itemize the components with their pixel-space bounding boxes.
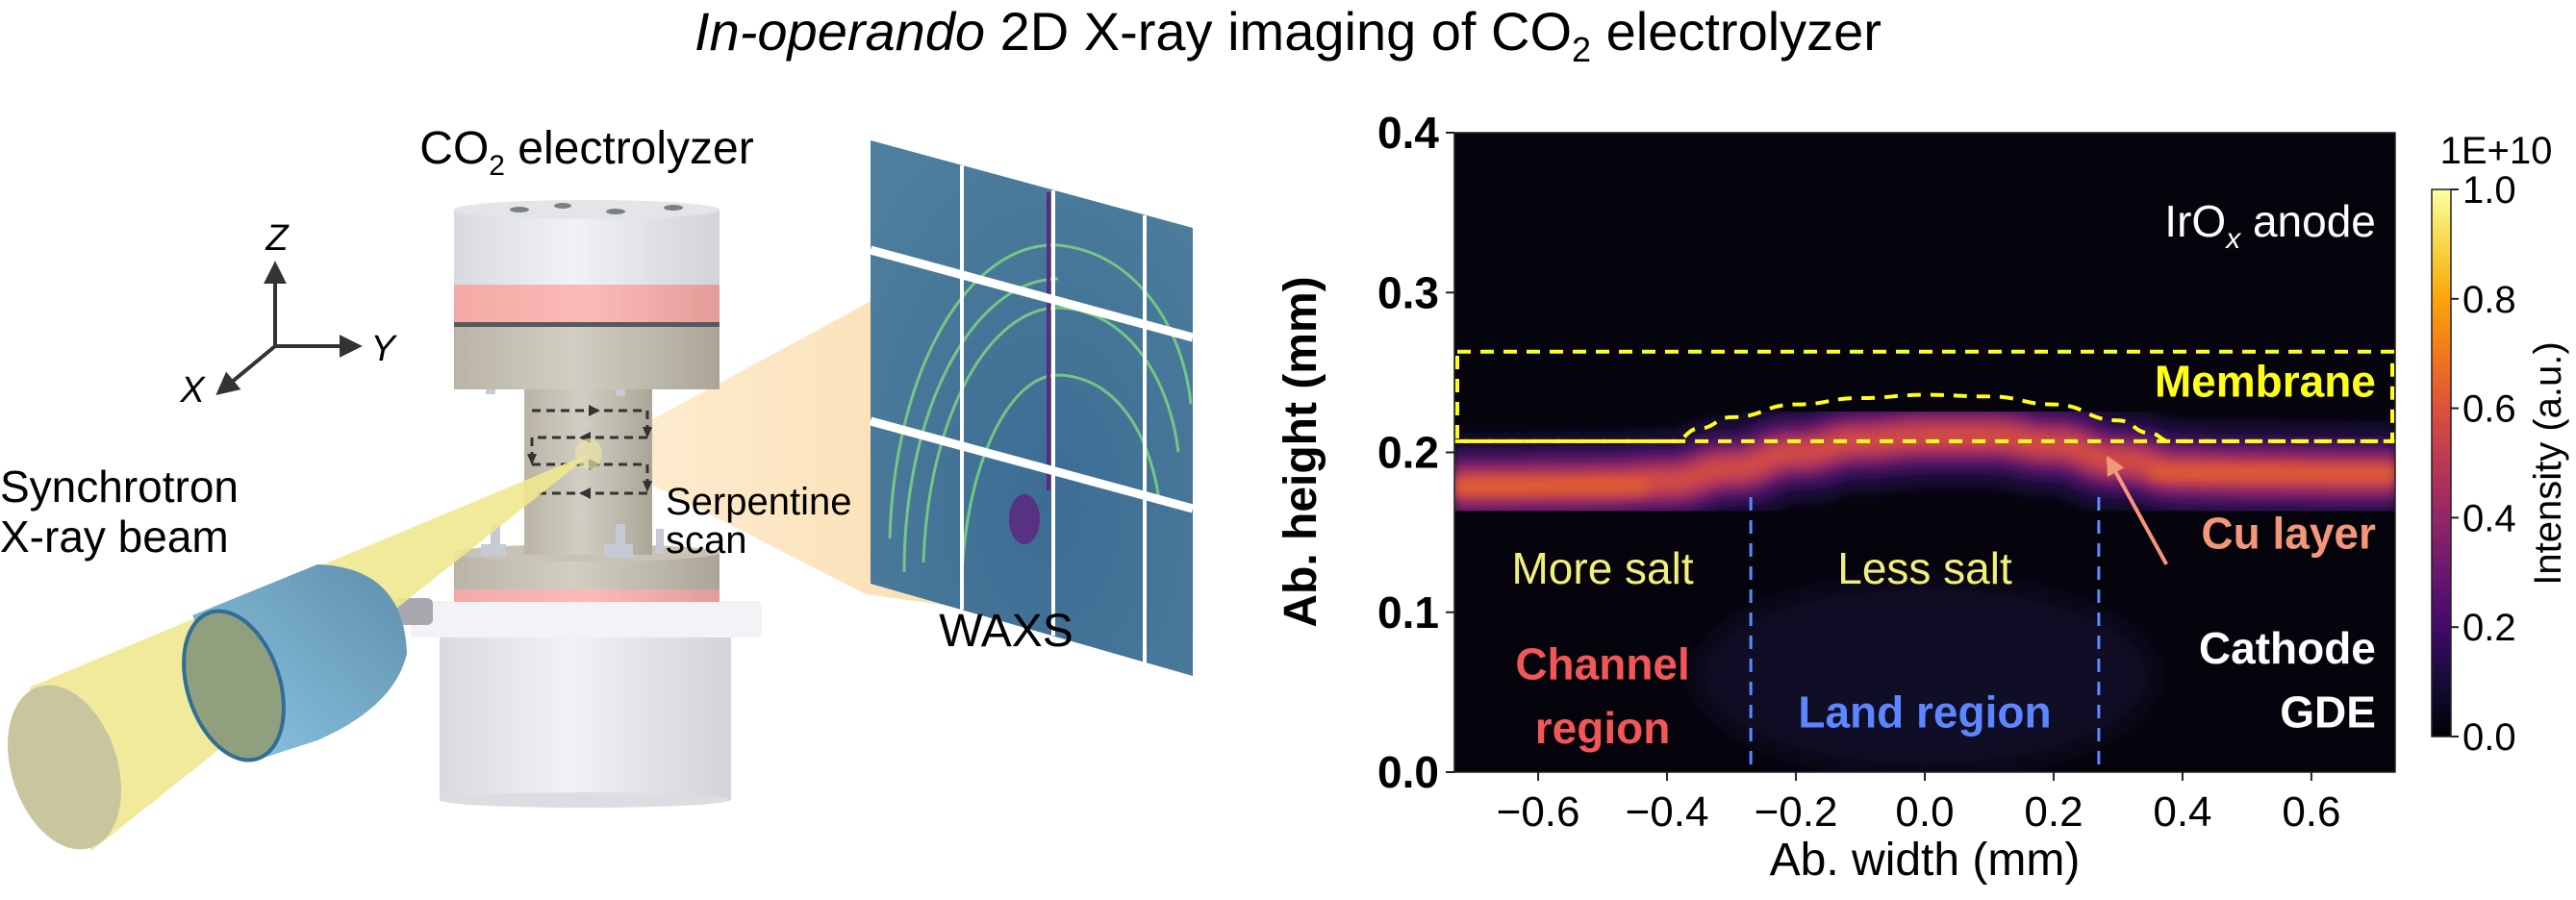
annotation-3: More salt — [1511, 543, 1693, 593]
colorbar-tick-label: 0.4 — [2462, 497, 2516, 539]
colorbar-tick-label: 1.0 — [2462, 169, 2516, 212]
electrolyzer-cell-icon — [394, 200, 762, 808]
y-tick-label: 0.4 — [1377, 108, 1439, 158]
title-subscript: 2 — [1572, 30, 1591, 69]
schematic-panel: CO2 electrolyzer Z Y X Synchrotron X-ray … — [0, 123, 1195, 851]
y-tick-label: 0.1 — [1377, 588, 1439, 638]
axis-z-label: Z — [265, 218, 290, 259]
scan-label: Serpentine scan — [666, 481, 851, 562]
scan-label-line1: Serpentine — [666, 481, 851, 523]
overlay-layer — [1454, 349, 2395, 772]
land-glow — [1694, 580, 2156, 772]
y-axis-label: Ab. height (mm) — [1275, 276, 1326, 627]
annotation-7: Land region — [1798, 687, 2051, 737]
colorbar-tick-label: 0.2 — [2462, 607, 2516, 649]
colorbar-label: Intensity (a.u.) — [2527, 341, 2569, 585]
colorbar-multiplier: 1E+10 — [2440, 130, 2553, 172]
membrane-curve — [1454, 392, 2395, 443]
cu-band-bright-left — [1454, 478, 1647, 494]
xray-beam-icon — [8, 438, 602, 851]
device-label-sub: 2 — [489, 150, 505, 182]
annotation-rest: anode — [2240, 196, 2376, 246]
x-axis-label: Ab. width (mm) — [1770, 835, 2081, 886]
annotation-2: Cu layer — [2201, 508, 2376, 558]
coordinate-axes-icon — [215, 261, 363, 396]
x-tick-label: −0.6 — [1497, 788, 1580, 836]
title-italic: In-operando — [695, 1, 985, 62]
colorbar-tick-label: 0.0 — [2462, 716, 2516, 759]
annotation-sub: x — [2224, 223, 2241, 255]
annotation-5: Channel — [1515, 639, 1689, 689]
colorbar-ticks: 0.0 0.2 0.4 0.6 0.8 1.0 — [2451, 169, 2516, 759]
beam-label-line1: Synchrotron — [0, 462, 239, 512]
annotation-9: GDE — [2280, 687, 2376, 737]
scan-label-line2: scan — [666, 519, 747, 562]
y-tick-label: 0.0 — [1377, 747, 1439, 797]
annotation-layer: IrOx anode Membrane Cu layer More salt Less … — [1511, 196, 2376, 753]
x-tick-label: 0.2 — [2024, 788, 2083, 836]
heatmap-chart: −0.6 −0.4 −0.2 0.0 0.2 0.4 0.60.00.10.20.30.4 … — [1275, 108, 2569, 886]
figure-title: In-operando 2D X-ray imaging of CO2 elec… — [695, 1, 1881, 69]
waxs-detector-icon — [869, 140, 1195, 676]
annotation-0: IrOx anode — [2164, 196, 2376, 255]
axis-y-label: Y — [370, 329, 397, 369]
annotation-main: IrO — [2164, 196, 2226, 246]
x-tick-label: 0.0 — [1895, 788, 1954, 836]
x-tick-label: 0.4 — [2153, 788, 2211, 836]
device-label-rest: electrolyzer — [505, 123, 754, 174]
beam-label: Synchrotron X-ray beam — [0, 462, 239, 562]
x-tick-label: 0.6 — [2282, 788, 2340, 836]
annotation-4: Less salt — [1837, 543, 2012, 593]
beam-label-line2: X-ray beam — [0, 512, 229, 562]
x-tick-label: −0.4 — [1626, 788, 1709, 836]
annotation-1: Membrane — [2155, 356, 2376, 406]
cu-layer-arrow — [2106, 455, 2168, 565]
title-part: 2D X-ray imaging of CO — [985, 1, 1572, 62]
device-label-main: CO — [419, 123, 489, 174]
y-tick-label: 0.3 — [1377, 267, 1439, 317]
x-tick-label: −0.2 — [1755, 788, 1838, 836]
y-tick-label: 0.2 — [1377, 428, 1439, 478]
colorbar-tick-label: 0.8 — [2462, 279, 2516, 321]
heatmap-layer — [1454, 383, 2395, 772]
membrane-box — [1455, 349, 2394, 443]
axis-x-label: X — [179, 370, 206, 411]
title-part-end: electrolyzer — [1591, 1, 1881, 62]
colorbar — [2431, 188, 2452, 738]
annotation-8: Cathode — [2199, 623, 2376, 673]
detector-label: WAXS — [939, 606, 1073, 657]
cu-band-bright-right — [2150, 466, 2395, 481]
device-label: CO2 electrolyzer — [419, 123, 753, 182]
axes-layer: −0.6 −0.4 −0.2 0.0 0.2 0.4 0.6 0.0 0.1 0.2 0.3 0.4 — [1377, 108, 2340, 836]
colorbar-tick-label: 0.6 — [2462, 388, 2516, 431]
annotation-6: region — [1535, 703, 1671, 753]
